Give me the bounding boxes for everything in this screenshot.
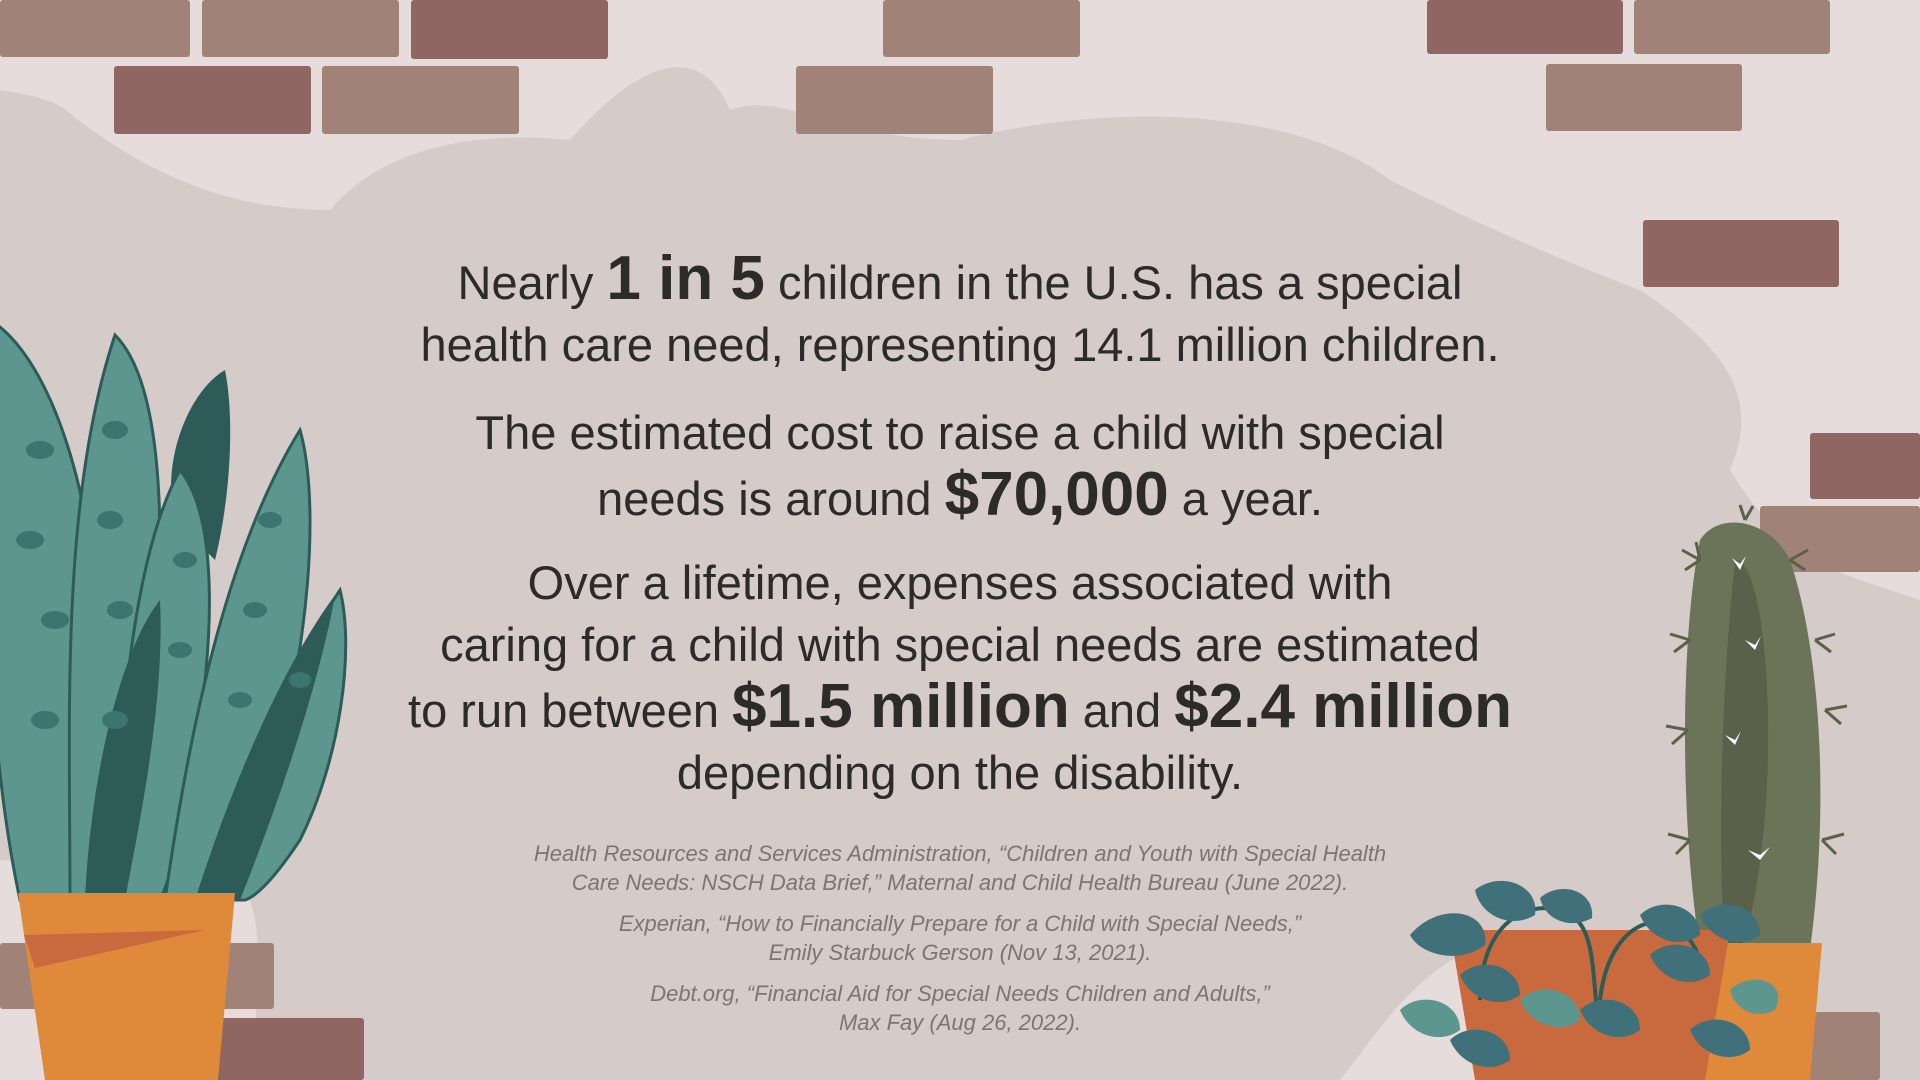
background-blob xyxy=(0,67,1920,1080)
snake-plant-pot xyxy=(18,893,235,1080)
citation-experian: Experian, “How to Financially Prepare fo… xyxy=(440,909,1480,967)
stat2-highlight: $70,000 xyxy=(944,460,1169,529)
stat-annual-cost: The estimated cost to raise a child with… xyxy=(340,402,1580,530)
citation-1-line1: Health Resources and Services Administra… xyxy=(533,841,1387,866)
stat2-post: a year. xyxy=(1168,472,1323,525)
citation-2-line2: Emily Starbuck Gerson (Nov 13, 2021). xyxy=(768,940,1152,965)
citation-3-line1: Debt.org, “Financial Aid for Special Nee… xyxy=(650,981,1270,1006)
citation-hrsa: Health Resources and Services Administra… xyxy=(440,839,1480,897)
stat1-post: children in the U.S. has a special xyxy=(764,256,1463,309)
citation-1-line2: Care Needs: NSCH Data Brief,” Maternal a… xyxy=(571,870,1349,895)
stat3-line2: caring for a child with special needs ar… xyxy=(440,618,1480,671)
stat3-pre: to run between xyxy=(408,684,733,737)
stat1-line2: health care need, representing 14.1 mill… xyxy=(420,318,1500,371)
citation-debt-org: Debt.org, “Financial Aid for Special Nee… xyxy=(440,979,1480,1037)
stat3-mid: and xyxy=(1069,684,1175,737)
ivy-plant xyxy=(1400,880,1779,1080)
stat3-line1: Over a lifetime, expenses associated wit… xyxy=(527,556,1393,609)
cactus xyxy=(1665,504,1848,950)
stat3-highlight-low: $1.5 million xyxy=(732,672,1070,741)
stat3-highlight-high: $2.4 million xyxy=(1174,672,1512,741)
citation-2-line1: Experian, “How to Financially Prepare fo… xyxy=(618,911,1302,936)
stat-special-needs-prevalence: Nearly 1 in 5 children in the U.S. has a… xyxy=(340,248,1580,376)
stat2-pre: needs is around xyxy=(597,472,945,525)
stat1-pre: Nearly xyxy=(457,256,607,309)
citation-3-line2: Max Fay (Aug 26, 2022). xyxy=(838,1010,1082,1035)
stat3-line4: depending on the disability. xyxy=(676,746,1244,799)
snake-plant xyxy=(0,325,348,902)
stat2-line1: The estimated cost to raise a child with… xyxy=(475,406,1445,459)
stat1-highlight: 1 in 5 xyxy=(606,244,765,313)
stat-lifetime-cost: Over a lifetime, expenses associated wit… xyxy=(340,552,1580,804)
